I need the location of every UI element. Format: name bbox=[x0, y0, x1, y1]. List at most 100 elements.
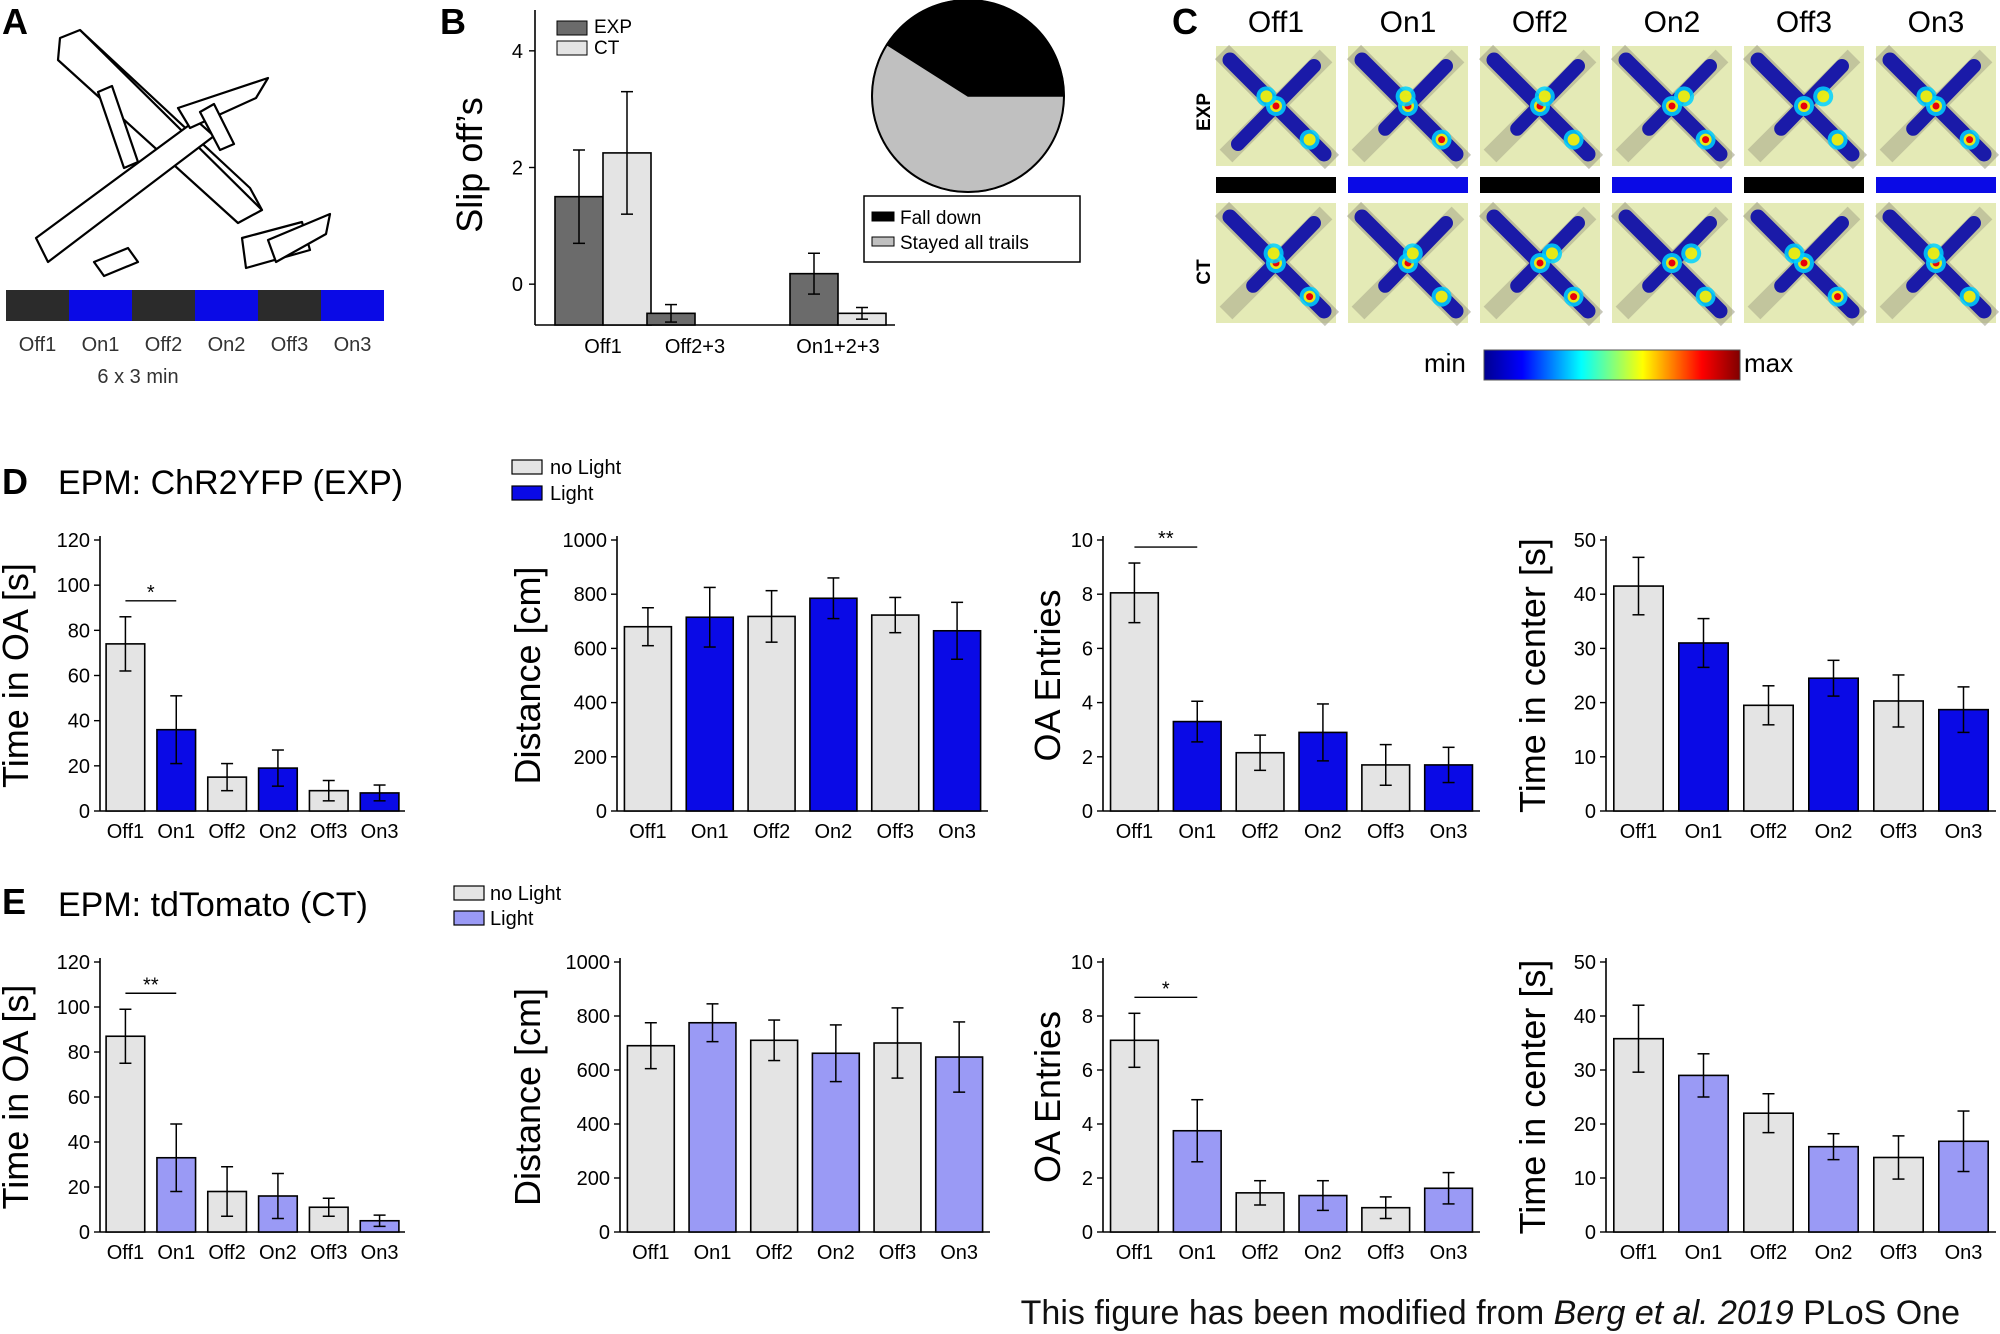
condition-label: On1 bbox=[1380, 6, 1437, 39]
x-tick-label: Off2 bbox=[1750, 1242, 1787, 1264]
light-state-bar-off1 bbox=[1216, 177, 1336, 193]
x-tick-label: Off1 bbox=[629, 821, 666, 843]
hotspot-peak bbox=[1800, 102, 1808, 110]
x-tick-label: Off1 bbox=[107, 1242, 144, 1264]
y-tick-label: 0 bbox=[1082, 1222, 1093, 1244]
x-tick-label: Off1 bbox=[1620, 1242, 1657, 1264]
x-tick-label: Off3 bbox=[310, 1242, 347, 1264]
heatmap-cell bbox=[1478, 44, 1604, 170]
x-tick-label: On1 bbox=[157, 1242, 195, 1264]
bar-off3 bbox=[870, 614, 920, 812]
significance-marker: ** bbox=[1158, 528, 1174, 550]
y-axis-title: Time in center [s] bbox=[1512, 538, 1553, 813]
x-tick-label: On1+2+3 bbox=[796, 336, 879, 358]
x-tick-label: On3 bbox=[1945, 821, 1983, 843]
legend-light-swatch bbox=[453, 910, 485, 926]
occupancy-trace bbox=[1246, 216, 1321, 293]
y-tick-label: 10 bbox=[1574, 747, 1596, 769]
scale-max-label: max bbox=[1744, 348, 1793, 378]
y-tick-label: 80 bbox=[68, 620, 90, 642]
y-tick-label: 80 bbox=[68, 1042, 90, 1064]
hotspot-mid bbox=[1788, 247, 1801, 260]
legend-light-label: Light bbox=[490, 908, 534, 930]
ct-time-in-center-chart: 0 10 20 30 40 50 Off1 On1 Off2 On2 Off3 On3 Time in … bbox=[1512, 952, 1996, 1264]
hotspot-mid bbox=[1546, 247, 1558, 260]
y-tick-label: 120 bbox=[57, 952, 90, 974]
legend-ct-swatch bbox=[556, 40, 588, 56]
x-tick-label: On1 bbox=[1685, 1242, 1723, 1264]
pie-outline bbox=[871, 0, 1065, 193]
x-tick-label: Off3 bbox=[877, 821, 914, 843]
row-label-exp: EXP bbox=[1194, 93, 1215, 131]
schedule-block-off1 bbox=[6, 290, 69, 321]
hotspot-peak bbox=[1834, 293, 1842, 301]
y-tick-label: 6 bbox=[1082, 638, 1093, 660]
schedule-block-off2 bbox=[132, 290, 195, 321]
hotspot-mid bbox=[1699, 290, 1712, 303]
bar-off1 bbox=[626, 1044, 676, 1233]
schedule-label: Off2 bbox=[145, 334, 182, 356]
hotspot-peak bbox=[1800, 259, 1808, 267]
y-tick-label: 0 bbox=[1585, 1222, 1596, 1244]
bar-on1 bbox=[688, 1021, 737, 1233]
y-tick-label: 60 bbox=[68, 1087, 90, 1109]
scale-min-label: min bbox=[1424, 348, 1466, 378]
hotspot-mid bbox=[1538, 90, 1551, 103]
y-tick-label: 0 bbox=[599, 1222, 610, 1244]
y-tick-label: 20 bbox=[68, 756, 90, 778]
condition-label: Off3 bbox=[1776, 6, 1832, 39]
panel-e: E EPM: tdTomato (CT) no Light Light 0204… bbox=[0, 881, 1996, 1264]
x-tick-label: On1 bbox=[691, 821, 729, 843]
bar-on1 bbox=[685, 616, 735, 812]
y-tick-label: 400 bbox=[574, 693, 607, 715]
x-tick-label: Off3 bbox=[879, 1242, 916, 1264]
y-axis-title: Slip off’s bbox=[449, 97, 490, 232]
x-tick-label: On2 bbox=[1304, 1242, 1342, 1264]
hotspot-peak bbox=[1306, 293, 1314, 301]
y-tick-label: 1000 bbox=[563, 530, 608, 552]
y-axis-title: Distance [cm] bbox=[507, 566, 548, 784]
hotspot-peak bbox=[1702, 136, 1710, 144]
occupancy-trace bbox=[1774, 59, 1849, 136]
hotspot-mid bbox=[1267, 247, 1280, 260]
y-tick-label: 0 bbox=[512, 274, 523, 296]
schedule-labels: Off1 On1 Off2 On2 Off3 On3 bbox=[19, 334, 372, 356]
y-tick-label: 40 bbox=[1574, 584, 1596, 606]
hotspot-mid bbox=[1817, 90, 1830, 103]
heatmap-cell bbox=[1874, 201, 2000, 327]
panel-e-title: EPM: tdTomato (CT) bbox=[58, 886, 368, 924]
bar-on2 bbox=[1808, 677, 1860, 812]
heatmap-cell bbox=[1346, 44, 1472, 170]
legend-no-light-swatch bbox=[511, 459, 543, 475]
x-tick-label: Off2+3 bbox=[665, 336, 725, 358]
y-tick-label: 0 bbox=[1082, 801, 1093, 823]
occupancy-trace bbox=[1774, 216, 1849, 293]
y-tick-label: 4 bbox=[1082, 1114, 1093, 1136]
bar-off2 bbox=[747, 615, 796, 812]
x-tick-label: Off2 bbox=[755, 1242, 792, 1264]
heatmap-cell bbox=[1742, 44, 1868, 170]
exp-time-in-oa-chart: 0 20 40 60 80 100 120 Off1 On1 Off2 On2 Off3 On3 Time… bbox=[0, 530, 405, 843]
bar-on2 bbox=[809, 597, 858, 812]
x-tick-label: Off3 bbox=[1367, 1242, 1404, 1264]
schedule-label: Off3 bbox=[271, 334, 308, 356]
y-tick-label: 20 bbox=[1574, 1114, 1596, 1136]
y-tick-label: 50 bbox=[1574, 530, 1596, 552]
row-label-ct: CT bbox=[1194, 259, 1215, 285]
pie-legend-fall-swatch bbox=[871, 211, 895, 222]
occupancy-trace bbox=[1642, 216, 1717, 293]
x-tick-label: On3 bbox=[1430, 1242, 1468, 1264]
heatmap-cell bbox=[1742, 201, 1868, 327]
x-tick-label: Off2 bbox=[753, 821, 790, 843]
x-tick-label: On1 bbox=[1685, 821, 1723, 843]
y-tick-label: 200 bbox=[574, 747, 607, 769]
hotspot-peak bbox=[1966, 136, 1974, 144]
credit-suffix: PLoS One bbox=[1794, 1294, 1960, 1332]
exp-oa-entries-chart: 0 2 4 6 8 10 Off1 On1 Off2 On2 Off3 On3 OA Entries ** bbox=[1027, 528, 1480, 843]
credit-reference: Berg et al. 2019 bbox=[1554, 1294, 1794, 1332]
x-tick-label: On2 bbox=[817, 1242, 855, 1264]
bar-off1 bbox=[1109, 1039, 1160, 1233]
bar-off2 bbox=[749, 1039, 799, 1233]
heatmap-cell bbox=[1610, 201, 1736, 327]
schedule-label: On1 bbox=[82, 334, 120, 356]
